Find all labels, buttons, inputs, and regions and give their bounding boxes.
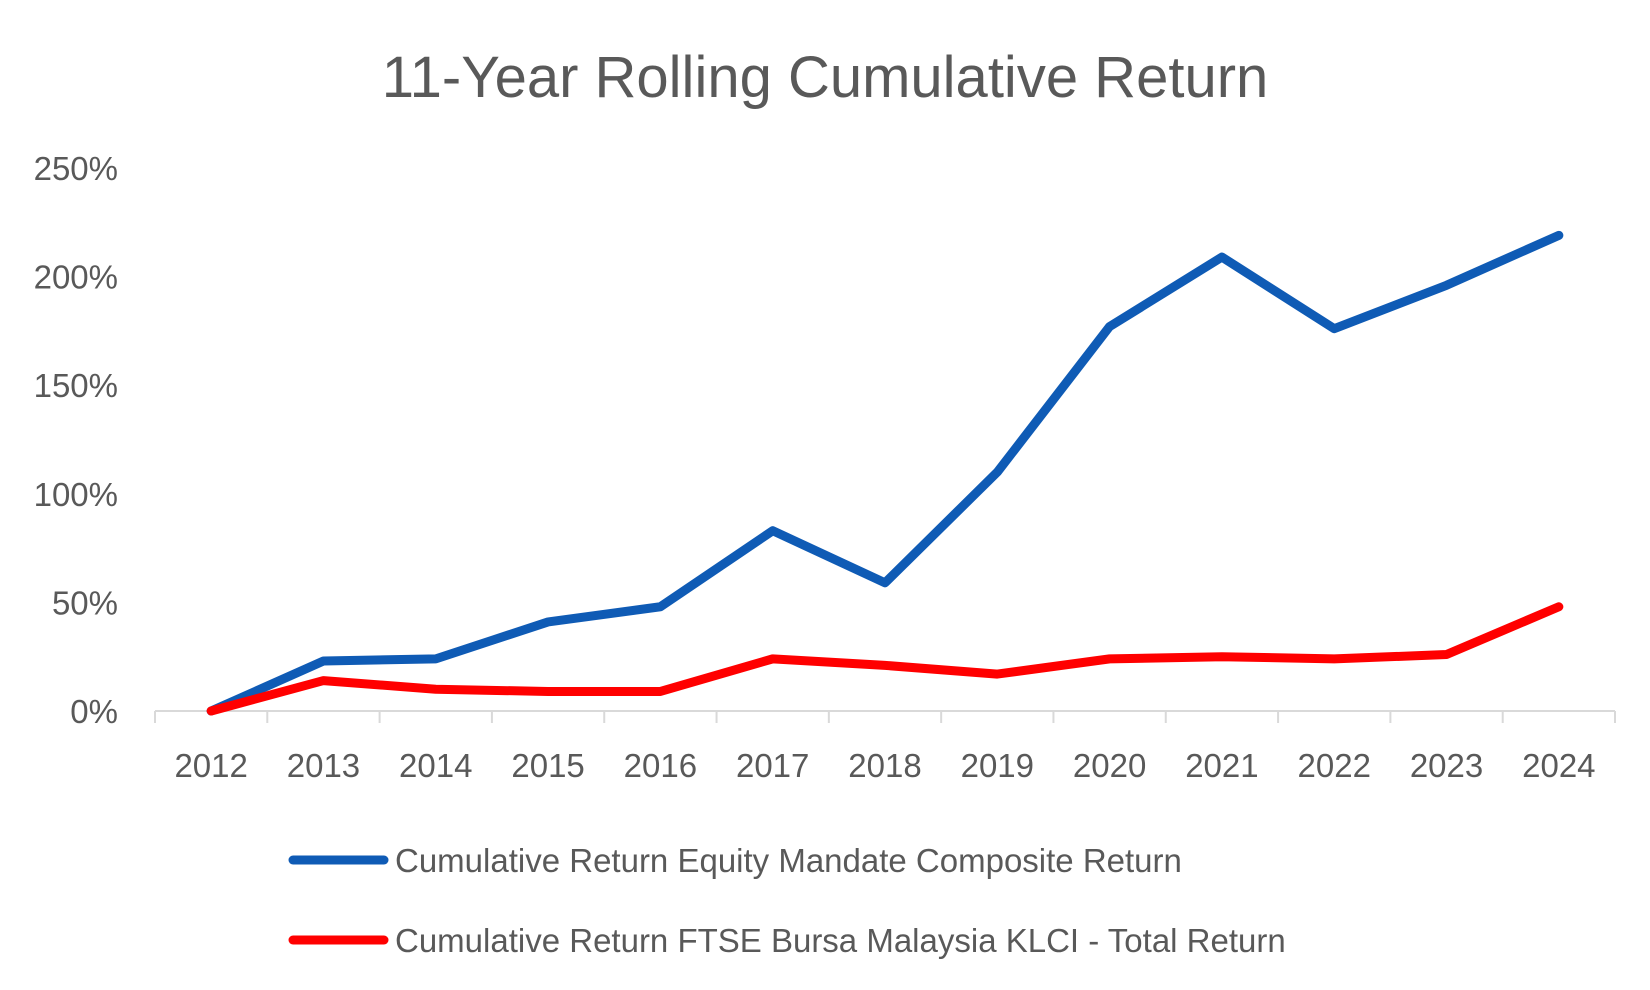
x-axis-ticks (154, 711, 1616, 723)
series-line-2 (206, 602, 1564, 716)
y-tick-label: 50% (52, 584, 118, 621)
y-axis-tick-labels: 0% 50% 100% 150% 200% 250% (34, 150, 118, 730)
x-tick-label: 2020 (1073, 747, 1146, 784)
y-tick-label: 250% (34, 150, 118, 187)
x-tick-label: 2015 (511, 747, 584, 784)
x-tick-label: 2012 (174, 747, 247, 784)
x-tick-label: 2023 (1410, 747, 1483, 784)
series-lines (206, 230, 1564, 716)
legend-label-series-2: Cumulative Return FTSE Bursa Malaysia KL… (395, 922, 1286, 959)
x-tick-label: 2019 (961, 747, 1034, 784)
x-tick-label: 2024 (1522, 747, 1595, 784)
y-tick-label: 150% (34, 367, 118, 404)
y-tick-label: 100% (34, 476, 118, 513)
x-tick-label: 2022 (1298, 747, 1371, 784)
x-tick-label: 2014 (399, 747, 472, 784)
y-tick-label: 0% (70, 693, 118, 730)
legend-label-series-1: Cumulative Return Equity Mandate Composi… (395, 842, 1182, 879)
y-tick-label: 200% (34, 259, 118, 296)
x-tick-label: 2016 (624, 747, 697, 784)
x-axis-tick-labels: 2012 2013 2014 2015 2016 2017 2018 2019 2020 2021… (174, 747, 1595, 784)
x-tick-label: 2021 (1185, 747, 1258, 784)
x-tick-label: 2017 (736, 747, 809, 784)
chart-title: 11-Year Rolling Cumulative Return (382, 45, 1269, 110)
x-tick-label: 2013 (287, 747, 360, 784)
legend: Cumulative Return Equity Mandate Composi… (288, 842, 1286, 959)
x-tick-label: 2018 (848, 747, 921, 784)
series-line-1 (206, 230, 1564, 716)
